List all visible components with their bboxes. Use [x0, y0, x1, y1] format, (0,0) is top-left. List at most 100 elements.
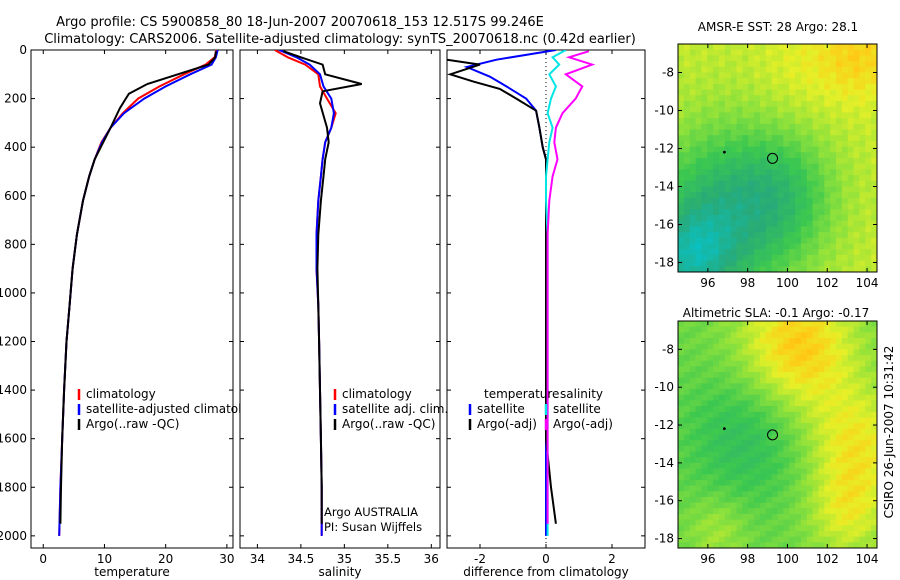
- sst_map-cell: [742, 232, 749, 239]
- sst_map-cell: [806, 249, 814, 256]
- sla_map-cell: [777, 462, 784, 469]
- sst_map-cell: [742, 226, 749, 233]
- sst_map-cell: [689, 61, 696, 68]
- sla_map-cell: [695, 502, 702, 509]
- sla_map-cell: [795, 423, 802, 430]
- sst_map-cell: [730, 44, 737, 51]
- sla_map-cell: [783, 457, 790, 464]
- sst_map-cell: [736, 118, 743, 125]
- sst_map-cell: [795, 61, 802, 68]
- sst_map-cell: [789, 49, 796, 56]
- sst_map-cell: [853, 61, 860, 68]
- sla_map-cell: [754, 434, 761, 441]
- sla_map-cell: [795, 508, 802, 515]
- sla_map-cell: [795, 502, 802, 509]
- sst_map-cell: [795, 175, 802, 182]
- sla_map-cell: [871, 462, 878, 469]
- sla_map-cell: [695, 343, 702, 350]
- sst_map-cell: [736, 135, 743, 142]
- sst_map-cell: [759, 254, 767, 261]
- sst_map-cell: [754, 49, 761, 56]
- sla_map-cell: [841, 491, 849, 498]
- sla_map-cell: [824, 485, 831, 492]
- sla_map-cell: [748, 321, 755, 328]
- sst_map-cell: [800, 209, 808, 216]
- sst_map-cell: [701, 180, 708, 187]
- sst_map-cell: [847, 186, 854, 193]
- sla_map-cell: [783, 508, 790, 515]
- sst_map-cell: [689, 123, 696, 130]
- sst_map-cell: [783, 83, 790, 90]
- sst_map-cell: [748, 266, 755, 273]
- sst_map-cell: [836, 186, 843, 193]
- sla_map-cell: [713, 479, 720, 486]
- sst_map-cell: [695, 192, 702, 199]
- sst_map-cell: [818, 158, 825, 165]
- sst_map-cell: [742, 266, 749, 273]
- sst_map-cell: [701, 254, 708, 261]
- sla_map-cell: [754, 372, 761, 379]
- sla_map-cell: [730, 417, 737, 424]
- sst_map-cell: [871, 254, 878, 261]
- sla_map-cell: [742, 411, 749, 418]
- sla_map-cell: [730, 508, 737, 515]
- depth-tick-label: 1800: [0, 480, 27, 494]
- sst_map-cell: [865, 169, 872, 176]
- sst_map-cell: [748, 95, 755, 102]
- sla_map-cell: [718, 321, 726, 328]
- sst_map-cell: [836, 44, 843, 51]
- sla_map-cell: [713, 525, 720, 532]
- salinity-xlabel: salinity: [318, 565, 361, 579]
- sst_map-cell: [713, 66, 720, 73]
- sst_map-cell: [841, 226, 849, 233]
- sst_map-cell: [824, 254, 831, 261]
- sla_map-cell: [853, 496, 860, 503]
- sst_map-cell: [759, 220, 767, 227]
- sla_map-cell: [806, 434, 814, 441]
- sla_map-cell: [865, 377, 872, 384]
- sst_map-cell: [748, 186, 755, 193]
- sla_map-cell: [783, 451, 790, 458]
- sst_map-cell: [783, 140, 790, 147]
- sst_map-cell: [771, 158, 778, 165]
- sla_map-cell: [771, 457, 778, 464]
- sst_map-cell: [853, 66, 860, 73]
- sla_map-cell: [836, 411, 843, 418]
- sla_map-cell: [853, 389, 860, 396]
- sst_map-cell: [707, 243, 714, 250]
- sla_map-cell: [678, 326, 685, 333]
- sst_map-cell: [754, 72, 761, 79]
- sla_map-cell: [707, 372, 714, 379]
- sla_map-cell: [742, 536, 749, 543]
- sla_map-cell: [713, 343, 720, 350]
- sla_map-cell: [789, 479, 796, 486]
- sla_map-cell: [701, 428, 708, 435]
- sla_map-cell: [871, 451, 878, 458]
- sla_map-cell: [818, 400, 825, 407]
- sla_map-cell: [812, 513, 819, 521]
- sla_map-cell: [695, 542, 702, 549]
- sst_map-cell: [847, 203, 854, 210]
- sla_map-cell: [771, 355, 778, 362]
- sla_map-cell: [718, 377, 726, 384]
- sla_map-cell: [795, 440, 802, 447]
- sst_map-cell: [759, 226, 767, 233]
- sst_map-cell: [707, 89, 714, 96]
- sla_map-cell: [724, 530, 732, 538]
- sla_map-cell: [754, 411, 761, 418]
- sst_map-cell: [707, 83, 714, 90]
- sst_map-cell: [724, 186, 732, 193]
- sla_map-cell: [824, 389, 831, 396]
- sst_map-cell: [759, 66, 767, 73]
- sst_map-cell: [724, 152, 732, 159]
- temperature-xlabel: temperature: [94, 565, 169, 579]
- sst_map-cell: [806, 78, 814, 85]
- sst_map-cell: [765, 89, 773, 96]
- sst_map-cell: [683, 249, 691, 256]
- sst_map-cell: [800, 266, 808, 273]
- sst_map-cell: [865, 226, 872, 233]
- sla_map-cell: [806, 400, 814, 407]
- sla_map-cell: [859, 417, 866, 424]
- sst_map-cell: [695, 163, 702, 170]
- sst_map-cell: [818, 61, 825, 68]
